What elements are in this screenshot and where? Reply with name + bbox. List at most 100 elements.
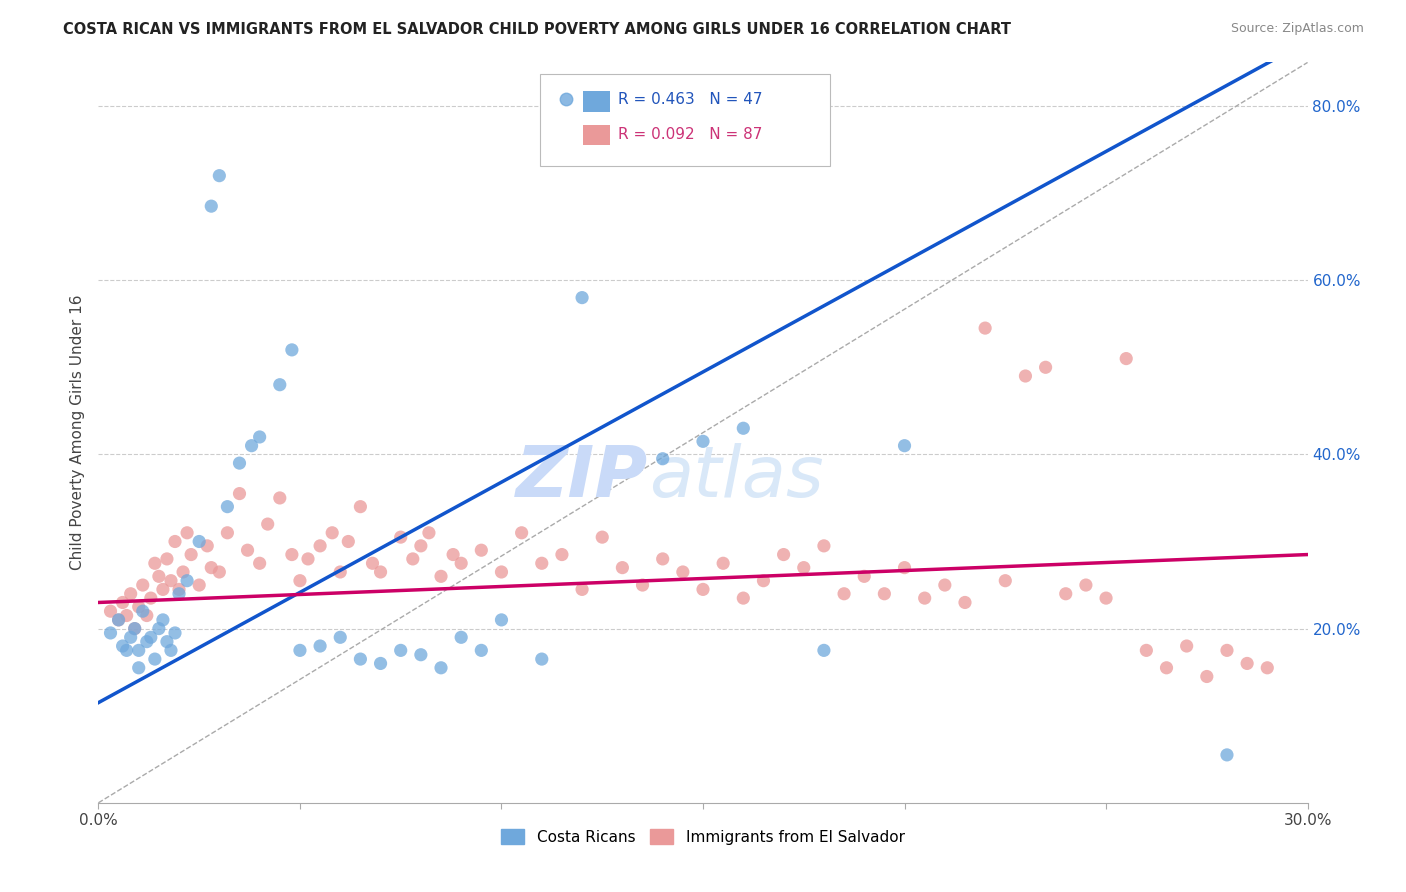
Point <box>370 565 392 579</box>
Point <box>236 543 259 558</box>
Point <box>143 652 166 666</box>
Point <box>228 456 250 470</box>
Point <box>1175 639 1198 653</box>
Point <box>167 582 190 597</box>
Point <box>132 578 155 592</box>
Point <box>692 582 714 597</box>
Point <box>217 500 239 514</box>
Point <box>1156 661 1178 675</box>
Point <box>143 556 166 570</box>
Point <box>491 613 513 627</box>
Point <box>195 539 218 553</box>
Point <box>953 595 976 609</box>
Text: Source: ZipAtlas.com: Source: ZipAtlas.com <box>1230 22 1364 36</box>
Point <box>107 613 129 627</box>
Point <box>281 343 304 357</box>
Point <box>269 377 291 392</box>
Point <box>176 574 198 588</box>
Point <box>288 643 311 657</box>
Text: atlas: atlas <box>648 442 823 511</box>
FancyBboxPatch shape <box>583 91 610 112</box>
Point <box>139 630 162 644</box>
Point <box>1236 657 1258 671</box>
Point <box>853 569 876 583</box>
Point <box>450 556 472 570</box>
Point <box>591 530 613 544</box>
Point <box>160 574 183 588</box>
Point <box>128 599 150 614</box>
Point <box>409 539 432 553</box>
Point <box>349 500 371 514</box>
Point <box>409 648 432 662</box>
Point <box>491 565 513 579</box>
Point <box>1135 643 1157 657</box>
Point <box>914 591 936 606</box>
Point <box>510 525 533 540</box>
Point <box>893 560 915 574</box>
Point <box>631 578 654 592</box>
Point <box>297 552 319 566</box>
Point <box>470 643 492 657</box>
Legend: Costa Ricans, Immigrants from El Salvador: Costa Ricans, Immigrants from El Salvado… <box>495 822 911 851</box>
Point <box>217 525 239 540</box>
Point <box>1054 587 1077 601</box>
Point <box>389 530 412 544</box>
Point <box>120 587 142 601</box>
Point <box>135 634 157 648</box>
Point <box>337 534 360 549</box>
FancyBboxPatch shape <box>583 125 610 145</box>
Point <box>1216 643 1239 657</box>
Point <box>813 539 835 553</box>
Point <box>651 552 673 566</box>
Point <box>309 639 332 653</box>
Point <box>281 548 304 562</box>
Point <box>180 548 202 562</box>
Point <box>256 517 278 532</box>
Point <box>120 630 142 644</box>
Point <box>1035 360 1057 375</box>
Point <box>152 613 174 627</box>
Point <box>813 643 835 657</box>
Point <box>208 565 231 579</box>
Point <box>249 556 271 570</box>
Point <box>1095 591 1118 606</box>
Point <box>651 451 673 466</box>
Point <box>139 591 162 606</box>
Point <box>128 643 150 657</box>
Point <box>370 657 392 671</box>
Point <box>124 622 146 636</box>
Point <box>530 556 553 570</box>
Point <box>934 578 956 592</box>
Point <box>571 582 593 597</box>
Point <box>115 608 138 623</box>
Point <box>321 525 343 540</box>
Point <box>167 587 190 601</box>
Point <box>188 578 211 592</box>
Point <box>100 604 122 618</box>
Point <box>361 556 384 570</box>
Point <box>135 608 157 623</box>
Point <box>893 439 915 453</box>
FancyBboxPatch shape <box>540 73 830 166</box>
Point <box>156 634 179 648</box>
Y-axis label: Child Poverty Among Girls Under 16: Child Poverty Among Girls Under 16 <box>69 295 84 570</box>
Point <box>329 565 352 579</box>
Point <box>329 630 352 644</box>
Point <box>111 595 134 609</box>
Point <box>711 556 734 570</box>
Point <box>1216 747 1239 762</box>
Point <box>450 630 472 644</box>
Point <box>1014 369 1036 384</box>
Point <box>349 652 371 666</box>
Point <box>430 661 453 675</box>
Point <box>530 652 553 666</box>
Point <box>571 291 593 305</box>
Point <box>188 534 211 549</box>
Point <box>163 534 186 549</box>
Text: R = 0.463   N = 47: R = 0.463 N = 47 <box>619 92 763 107</box>
Point <box>752 574 775 588</box>
Point <box>163 626 186 640</box>
Point <box>430 569 453 583</box>
Point <box>100 626 122 640</box>
Point <box>612 560 634 574</box>
